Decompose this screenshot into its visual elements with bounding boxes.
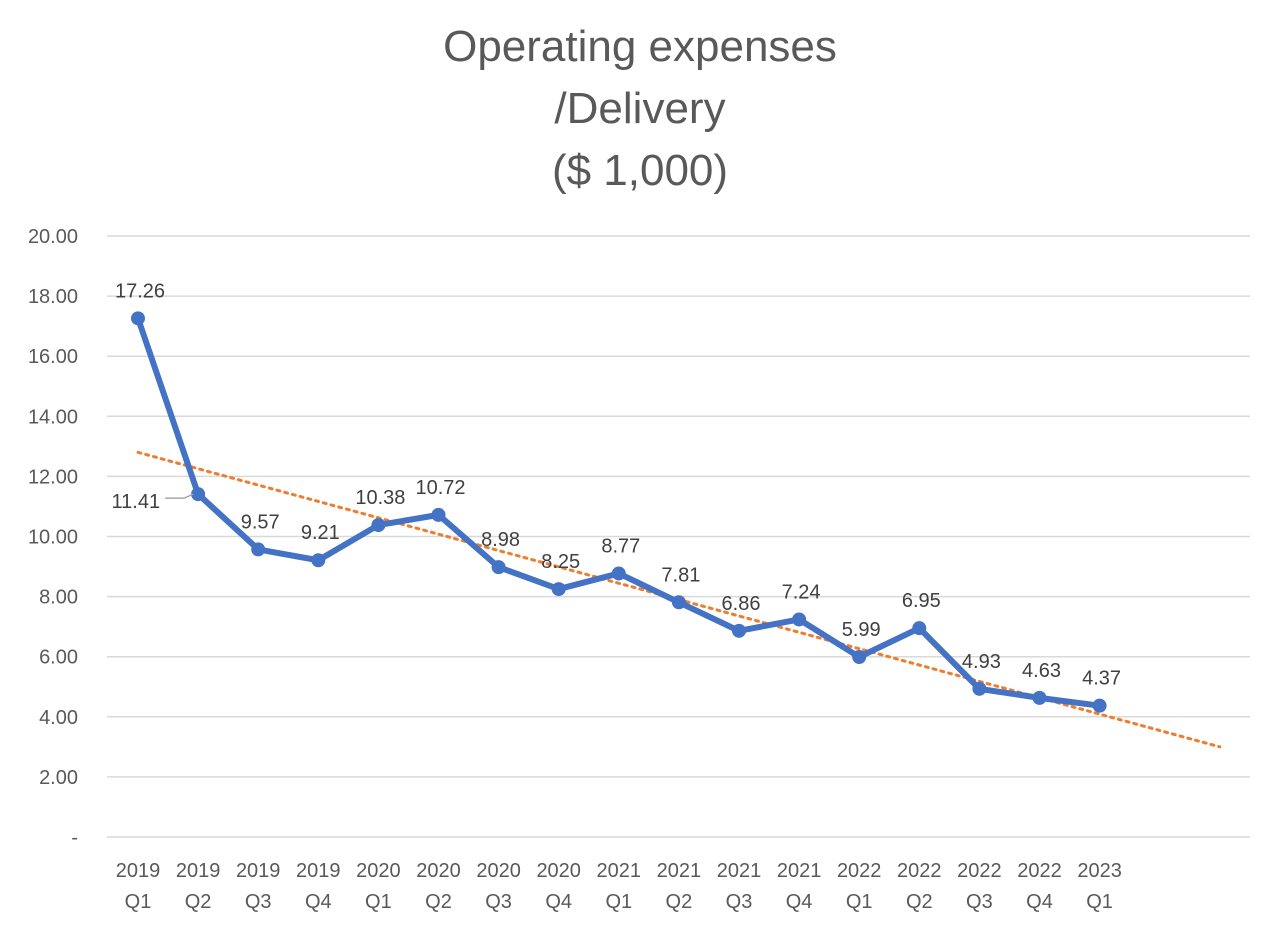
data-point bbox=[611, 566, 626, 581]
data-point bbox=[852, 650, 867, 665]
data-label: 8.98 bbox=[481, 529, 520, 551]
data-label: 4.93 bbox=[962, 651, 1001, 673]
x-tick-label: 2020 Q3 bbox=[476, 860, 521, 913]
data-label: 8.77 bbox=[601, 535, 640, 557]
y-tick-label: 12.00 bbox=[28, 466, 78, 488]
x-tick-label: 2022 Q4 bbox=[1017, 860, 1062, 913]
data-label: 11.41 bbox=[112, 491, 161, 513]
y-tick-label: 2.00 bbox=[39, 767, 78, 789]
data-point bbox=[732, 623, 746, 638]
x-tick-label: 2020 Q4 bbox=[536, 860, 581, 913]
x-tick-label: 2020 Q2 bbox=[416, 860, 461, 913]
chart-title-line-1: Operating expenses bbox=[443, 22, 837, 71]
data-point bbox=[671, 595, 686, 610]
y-tick-label: 8.00 bbox=[39, 587, 78, 609]
data-point bbox=[972, 681, 987, 696]
chart-title-line-3: ($ 1,000) bbox=[551, 146, 729, 195]
data-point bbox=[131, 311, 145, 326]
data-point bbox=[311, 553, 326, 568]
data-point bbox=[1092, 698, 1107, 713]
data-label: 8.25 bbox=[541, 551, 580, 573]
data-point bbox=[491, 560, 506, 575]
x-tick-label: 2022 Q2 bbox=[897, 860, 942, 913]
y-tick-label: 16.00 bbox=[28, 346, 78, 368]
data-point bbox=[371, 518, 386, 533]
x-tick-label: 2019 Q4 bbox=[296, 860, 341, 913]
x-tick-label: 2022 Q3 bbox=[957, 860, 1002, 913]
x-tick-label: 2021 Q3 bbox=[717, 860, 762, 913]
data-label: 9.57 bbox=[241, 511, 280, 533]
y-tick-label: 6.00 bbox=[39, 647, 78, 669]
x-tick-label: 2022 Q1 bbox=[837, 860, 882, 913]
series-line bbox=[135, 315, 1103, 709]
data-label: 6.95 bbox=[902, 590, 941, 612]
data-point bbox=[551, 582, 566, 597]
data-label: 4.37 bbox=[1082, 668, 1121, 690]
data-point bbox=[431, 507, 446, 522]
data-point bbox=[251, 542, 266, 557]
x-tick-label: 2019 Q2 bbox=[176, 860, 221, 913]
data-label: 9.21 bbox=[301, 522, 340, 544]
data-label: 10.38 bbox=[355, 487, 405, 509]
y-tick-label: - bbox=[71, 827, 78, 849]
data-label: 4.63 bbox=[1022, 660, 1061, 682]
x-tick-label: 2020 Q1 bbox=[356, 860, 401, 913]
data-point bbox=[191, 487, 206, 502]
data-label-leader bbox=[165, 493, 194, 499]
x-tick-label: 2021 Q4 bbox=[777, 860, 822, 913]
y-tick-label: 14.00 bbox=[28, 406, 78, 428]
data-label: 6.86 bbox=[722, 593, 761, 615]
x-tick-label: 2019 Q3 bbox=[236, 860, 281, 913]
y-tick-label: 20.00 bbox=[28, 226, 78, 248]
data-label: 5.99 bbox=[842, 619, 881, 641]
data-point bbox=[912, 621, 927, 636]
y-tick-label: 10.00 bbox=[28, 527, 78, 549]
y-tick-label: 4.00 bbox=[39, 707, 78, 729]
data-label: 7.24 bbox=[782, 581, 821, 603]
y-tick-label: 18.00 bbox=[28, 286, 78, 308]
data-label: 10.72 bbox=[415, 477, 465, 499]
x-tick-label: 2021 Q1 bbox=[597, 860, 642, 913]
x-tick-label: 2023 Q1 bbox=[1077, 860, 1122, 913]
data-point bbox=[792, 612, 807, 627]
chart-title-line-2: /Delivery bbox=[554, 84, 726, 133]
x-tick-label: 2021 Q2 bbox=[657, 860, 702, 913]
x-tick-label: 2019 Q1 bbox=[116, 860, 161, 913]
data-label: 7.81 bbox=[661, 564, 700, 586]
data-point bbox=[1032, 690, 1047, 705]
data-label: 17.26 bbox=[115, 280, 165, 302]
